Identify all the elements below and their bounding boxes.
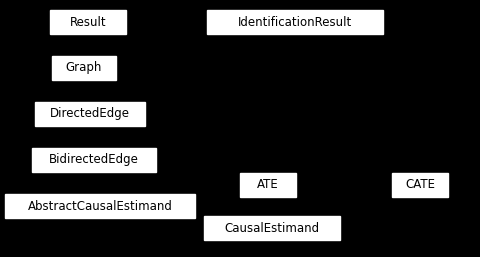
Bar [204,216,340,240]
Text: Result: Result [70,15,106,29]
Bar [392,173,448,197]
Bar [207,10,383,34]
Text: DirectedEdge: DirectedEdge [50,107,130,121]
Text: CausalEstimand: CausalEstimand [225,222,320,234]
Text: CATE: CATE [405,179,435,191]
Text: AbstractCausalEstimand: AbstractCausalEstimand [27,199,172,213]
Text: BidirectedEdge: BidirectedEdge [49,153,139,167]
Bar [52,56,116,80]
Bar [35,102,145,126]
Bar [50,10,126,34]
Bar [5,194,195,218]
Text: Graph: Graph [66,61,102,75]
Bar [240,173,296,197]
Bar [32,148,156,172]
Text: IdentificationResult: IdentificationResult [238,15,352,29]
Text: ATE: ATE [257,179,279,191]
